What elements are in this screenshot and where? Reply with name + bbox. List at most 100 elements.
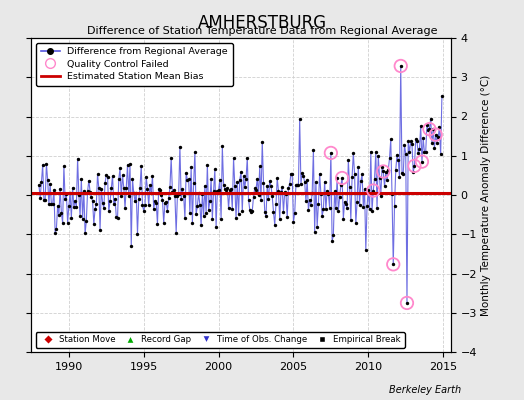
Point bbox=[345, 184, 354, 190]
Point bbox=[407, 138, 415, 145]
Point bbox=[214, 187, 223, 193]
Point bbox=[163, 208, 172, 214]
Point bbox=[254, 192, 263, 198]
Point bbox=[421, 149, 430, 155]
Point bbox=[168, 188, 177, 195]
Point bbox=[331, 188, 339, 194]
Point bbox=[155, 186, 163, 192]
Point bbox=[147, 190, 156, 196]
Point bbox=[378, 164, 386, 170]
Point bbox=[438, 93, 446, 99]
Point bbox=[323, 188, 331, 194]
Point bbox=[126, 161, 134, 168]
Point bbox=[197, 222, 205, 229]
Point bbox=[408, 141, 416, 148]
Point bbox=[355, 202, 364, 208]
Point bbox=[40, 196, 48, 203]
Point bbox=[202, 210, 210, 216]
Point bbox=[348, 174, 356, 180]
Point bbox=[208, 216, 216, 222]
Point bbox=[159, 220, 168, 226]
Point bbox=[313, 224, 321, 230]
Point bbox=[349, 150, 357, 156]
Point bbox=[123, 162, 132, 168]
Point bbox=[354, 164, 363, 170]
Point bbox=[179, 192, 188, 199]
Point bbox=[257, 197, 265, 203]
Point bbox=[325, 204, 334, 211]
Point bbox=[241, 184, 249, 190]
Point bbox=[59, 220, 67, 226]
Point bbox=[294, 182, 303, 188]
Point bbox=[249, 193, 258, 200]
Point bbox=[283, 214, 291, 221]
Point bbox=[364, 187, 373, 193]
Point bbox=[161, 200, 169, 206]
Point bbox=[413, 138, 421, 144]
Point bbox=[305, 196, 314, 203]
Point bbox=[353, 199, 361, 205]
Point bbox=[359, 204, 367, 210]
Point bbox=[286, 181, 294, 187]
Point bbox=[67, 214, 75, 221]
Point bbox=[131, 198, 139, 204]
Point bbox=[193, 203, 202, 209]
Point bbox=[312, 178, 320, 185]
Point bbox=[332, 205, 340, 211]
Point bbox=[191, 149, 199, 155]
Point bbox=[379, 168, 387, 175]
Point bbox=[86, 188, 94, 195]
Point bbox=[203, 161, 212, 168]
Point bbox=[435, 124, 444, 130]
Point bbox=[318, 213, 326, 219]
Point bbox=[174, 191, 183, 197]
Point bbox=[96, 226, 104, 233]
Point bbox=[56, 186, 64, 192]
Point bbox=[405, 149, 413, 155]
Point bbox=[262, 213, 270, 219]
Point bbox=[187, 164, 195, 171]
Point bbox=[314, 201, 323, 208]
Point bbox=[221, 186, 229, 192]
Point bbox=[304, 207, 313, 213]
Point bbox=[149, 206, 158, 212]
Point bbox=[347, 216, 355, 223]
Point bbox=[394, 157, 402, 163]
Point bbox=[379, 168, 387, 175]
Point bbox=[237, 169, 245, 176]
Point bbox=[252, 186, 260, 193]
Point bbox=[415, 146, 423, 152]
Point bbox=[239, 173, 248, 179]
Point bbox=[139, 208, 148, 214]
Point bbox=[71, 198, 79, 204]
Point bbox=[335, 194, 344, 200]
Point bbox=[358, 171, 366, 177]
Point bbox=[89, 198, 97, 204]
Point bbox=[220, 182, 228, 188]
Point bbox=[414, 150, 422, 156]
Point bbox=[287, 170, 295, 177]
Point bbox=[108, 173, 117, 179]
Point bbox=[299, 173, 308, 180]
Point bbox=[210, 187, 218, 194]
Point bbox=[361, 186, 369, 192]
Point bbox=[270, 222, 279, 228]
Point bbox=[418, 158, 426, 165]
Point bbox=[276, 216, 284, 223]
Point bbox=[324, 191, 333, 197]
Point bbox=[80, 188, 88, 194]
Point bbox=[74, 192, 83, 198]
Point bbox=[201, 182, 209, 189]
Point bbox=[128, 176, 137, 182]
Point bbox=[53, 203, 62, 209]
Point bbox=[256, 163, 264, 170]
Point bbox=[190, 180, 198, 187]
Point bbox=[297, 180, 305, 187]
Point bbox=[370, 175, 379, 182]
Point bbox=[102, 172, 111, 178]
Point bbox=[132, 190, 140, 196]
Point bbox=[97, 186, 105, 192]
Point bbox=[233, 179, 242, 185]
Point bbox=[246, 206, 254, 213]
Point bbox=[167, 155, 176, 161]
